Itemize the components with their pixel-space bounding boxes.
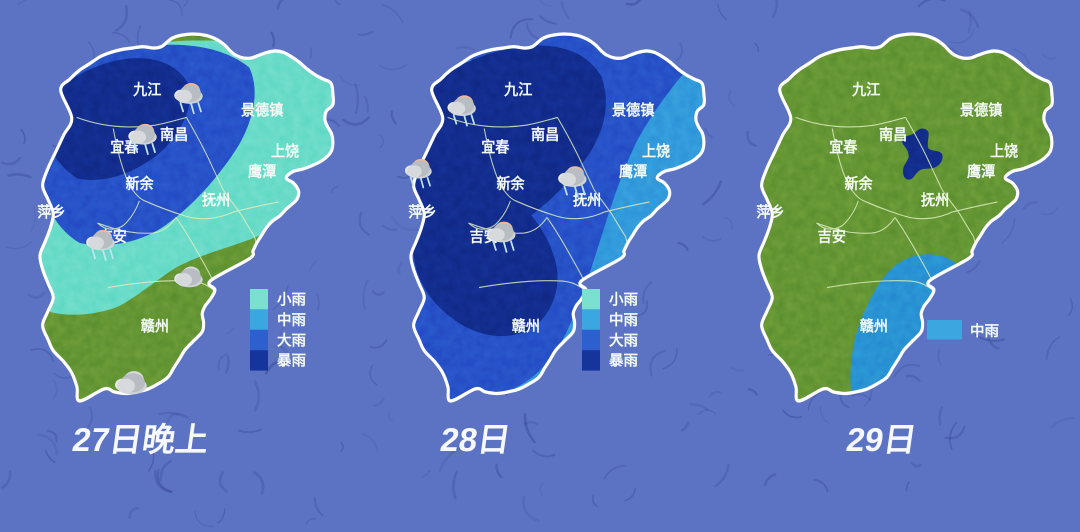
svg-text:29日: 29日 [844, 422, 919, 459]
svg-text:景德镇: 景德镇 [241, 101, 284, 120]
svg-text:鹰潭: 鹰潭 [248, 162, 277, 181]
svg-text:暴雨: 暴雨 [609, 352, 638, 370]
svg-text:宜春: 宜春 [481, 137, 510, 156]
svg-text:萍乡: 萍乡 [37, 204, 65, 222]
svg-text:抚州: 抚州 [921, 190, 949, 209]
svg-text:萍乡: 萍乡 [756, 204, 784, 222]
svg-text:中雨: 中雨 [609, 311, 638, 329]
svg-text:新余: 新余 [844, 174, 873, 193]
svg-text:暴雨: 暴雨 [277, 352, 306, 370]
svg-text:景德镇: 景德镇 [960, 101, 1003, 120]
svg-text:上饶: 上饶 [990, 141, 1019, 160]
svg-text:景德镇: 景德镇 [612, 101, 655, 120]
svg-text:上饶: 上饶 [271, 141, 300, 160]
svg-text:九江: 九江 [132, 80, 162, 99]
svg-text:赣州: 赣州 [512, 317, 540, 336]
svg-text:抚州: 抚州 [202, 190, 230, 209]
svg-text:28日: 28日 [438, 422, 513, 459]
svg-text:萍乡: 萍乡 [408, 204, 436, 222]
svg-text:赣州: 赣州 [141, 317, 169, 336]
svg-text:南昌: 南昌 [531, 125, 559, 144]
svg-text:鹰潭: 鹰潭 [619, 162, 648, 181]
svg-text:27日晚上: 27日晚上 [70, 422, 211, 459]
svg-text:南昌: 南昌 [879, 125, 907, 144]
svg-text:九江: 九江 [503, 80, 533, 99]
svg-text:赣州: 赣州 [860, 317, 888, 336]
svg-text:南昌: 南昌 [160, 125, 188, 144]
svg-text:宜春: 宜春 [829, 137, 858, 156]
svg-text:新余: 新余 [496, 174, 525, 193]
svg-text:鹰潭: 鹰潭 [967, 162, 996, 181]
svg-text:新余: 新余 [125, 174, 154, 193]
svg-text:小雨: 小雨 [277, 292, 306, 309]
svg-text:上饶: 上饶 [642, 141, 671, 160]
svg-text:九江: 九江 [851, 80, 881, 99]
svg-text:大雨: 大雨 [609, 331, 638, 349]
svg-text:中雨: 中雨 [970, 322, 999, 340]
svg-text:中雨: 中雨 [277, 311, 306, 329]
svg-text:吉安: 吉安 [818, 227, 846, 246]
svg-text:小雨: 小雨 [609, 292, 638, 309]
svg-text:大雨: 大雨 [277, 331, 306, 349]
